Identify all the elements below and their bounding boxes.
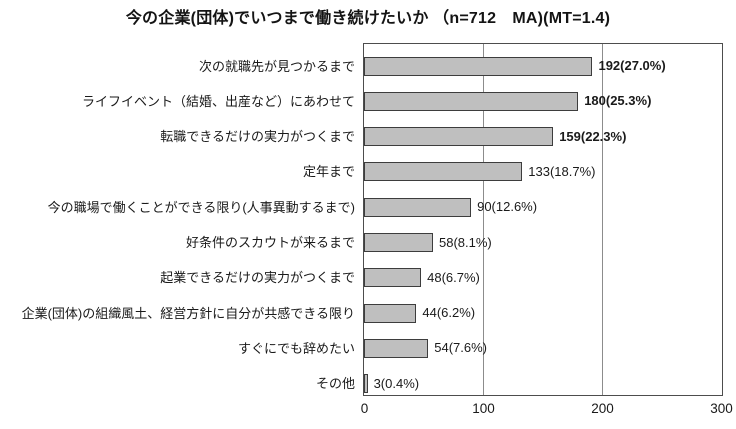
bar-2 xyxy=(364,127,554,147)
bar-0 xyxy=(364,56,593,76)
bar-6 xyxy=(364,268,422,288)
category-label-3: 定年まで xyxy=(302,164,355,180)
category-label-5: 好条件のスカウトが来るまで xyxy=(185,235,355,250)
category-label-7: 企業(団体)の組織風土、経営方針に自分が共感できる限り xyxy=(21,305,355,321)
value-label-6: 48(6.7%) xyxy=(427,269,480,285)
category-label-1: ライフイベント（結婚、出産など）にあわせて xyxy=(81,93,355,109)
x-tick-label-100: 100 xyxy=(472,401,495,416)
category-label-8: すぐにでも辞めたい xyxy=(237,340,355,356)
bar-1 xyxy=(364,91,579,111)
plot-area: 192(27.0%) 180(25.3%) 159(22.3%) 133(18.7%)… xyxy=(363,43,723,396)
category-label-2: 転職できるだけの実力がつくまで xyxy=(160,129,355,145)
category-label-4: 今の職場で働くことができる限り(人事異動するまで) xyxy=(47,199,355,215)
bar-9 xyxy=(364,374,368,394)
value-label-5: 58(8.1%) xyxy=(439,234,492,250)
bar-4 xyxy=(364,197,472,217)
value-label-0: 192(27.0%) xyxy=(598,58,666,73)
category-label-9: その他 xyxy=(315,376,355,392)
x-tick-label-200: 200 xyxy=(591,401,614,416)
chart-title: 今の企業(団体)でいつまで働き続けたいか （n=712 MA)(MT=1.4) xyxy=(125,10,611,27)
value-label-1: 180(25.3%) xyxy=(584,93,652,109)
category-label-6: 起業できるだけの実力がつくまで xyxy=(160,270,355,286)
value-label-4: 90(12.6%) xyxy=(477,199,538,215)
value-label-7: 44(6.2%) xyxy=(422,305,476,321)
gridline-100 xyxy=(482,44,484,395)
category-label-0: 次の就職先が見つかるまで xyxy=(198,58,355,74)
x-tick-label-300: 300 xyxy=(710,401,733,416)
gridline-200 xyxy=(601,44,603,395)
bar-7 xyxy=(364,303,417,323)
x-tick-label-0: 0 xyxy=(360,401,369,416)
value-label-9: 3(0.4%) xyxy=(373,375,420,391)
bar-8 xyxy=(364,338,429,358)
value-label-8: 54(7.6%) xyxy=(434,340,487,356)
value-label-2: 159(22.3%) xyxy=(559,128,627,144)
bar-5 xyxy=(364,233,434,252)
value-label-3: 133(18.7%) xyxy=(528,163,596,179)
bar-3 xyxy=(364,162,523,182)
